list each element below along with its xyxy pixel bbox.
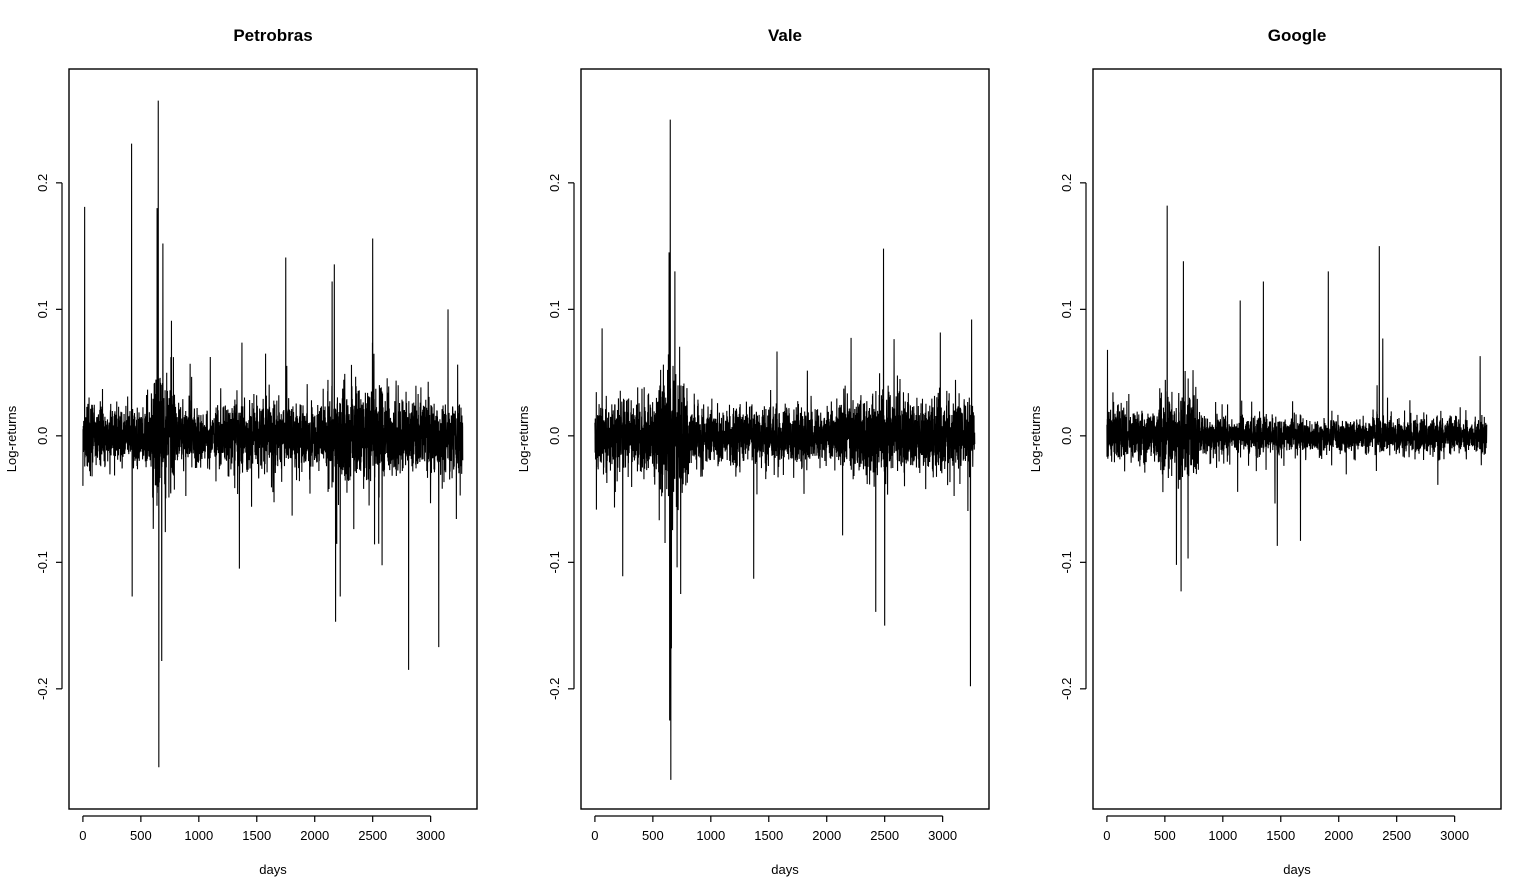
y-tick-label: 0.1 xyxy=(547,300,562,318)
x-axis-label: days xyxy=(259,862,287,877)
y-tick-label: -0.1 xyxy=(1059,551,1074,573)
x-tick-label: 0 xyxy=(591,828,598,843)
plot-frame xyxy=(68,68,478,810)
y-tick-label: -0.2 xyxy=(35,678,50,700)
y-axis: -0.2 -0.1 0.0 0.1 0.2 xyxy=(547,174,575,700)
x-tick-label: 500 xyxy=(1154,828,1176,843)
x-tick-label: 1500 xyxy=(754,828,783,843)
y-axis: -0.2 -0.1 0.0 0.1 0.2 xyxy=(35,174,63,700)
y-tick-label: -0.1 xyxy=(35,551,50,573)
x-tick-label: 1000 xyxy=(1208,828,1237,843)
series-line xyxy=(82,100,464,768)
x-tick-label: 1500 xyxy=(1266,828,1295,843)
x-tick-label: 2500 xyxy=(1382,828,1411,843)
y-tick-label: 0.0 xyxy=(35,427,50,445)
x-axis: 0 500 1000 1500 2000 2500 3000 xyxy=(1103,815,1469,843)
x-tick-label: 3000 xyxy=(1440,828,1469,843)
y-tick-label: -0.1 xyxy=(547,551,562,573)
x-tick-label: 3000 xyxy=(928,828,957,843)
x-tick-label: 2500 xyxy=(870,828,899,843)
y-tick-label: -0.2 xyxy=(547,678,562,700)
x-tick-label: 1000 xyxy=(184,828,213,843)
y-tick-label: 0.0 xyxy=(547,427,562,445)
panel-google: Google 0 500 1000 1500 2000 2500 3000 -0.2 -0.1… xyxy=(1028,26,1502,877)
y-axis-label: Log-returns xyxy=(4,405,19,472)
y-tick-label: 0.1 xyxy=(35,300,50,318)
panel-petrobras: Petrobras 0 500 1000 1500 2000 2500 3000 -0.2-… xyxy=(4,26,478,877)
x-tick-label: 500 xyxy=(642,828,664,843)
x-tick-label: 1500 xyxy=(242,828,271,843)
y-tick-label: 0.0 xyxy=(1059,427,1074,445)
x-axis: 0 500 1000 1500 2000 2500 3000 xyxy=(79,815,445,843)
y-tick-label: 0.2 xyxy=(1059,174,1074,192)
x-tick-label: 3000 xyxy=(416,828,445,843)
x-tick-label: 0 xyxy=(79,828,86,843)
chart-title: Vale xyxy=(768,26,802,45)
x-tick-label: 1000 xyxy=(696,828,725,843)
x-tick-label: 2500 xyxy=(358,828,387,843)
y-tick-label: 0.1 xyxy=(1059,300,1074,318)
plot-frame xyxy=(580,68,990,810)
x-axis-label: days xyxy=(1283,862,1311,877)
y-axis-label: Log-returns xyxy=(516,405,531,472)
x-axis-label: days xyxy=(771,862,799,877)
x-tick-label: 2000 xyxy=(300,828,329,843)
y-axis-label: Log-returns xyxy=(1028,405,1043,472)
panel-vale: Vale 0 500 1000 1500 2000 2500 3000 -0.2 -0.1 0.… xyxy=(516,26,990,877)
x-tick-label: 0 xyxy=(1103,828,1110,843)
x-axis: 0 500 1000 1500 2000 2500 3000 xyxy=(591,815,957,843)
series-line xyxy=(1106,205,1488,592)
chart-title: Petrobras xyxy=(233,26,312,45)
x-tick-label: 500 xyxy=(130,828,152,843)
y-axis: -0.2 -0.1 0.0 0.1 0.2 xyxy=(1059,174,1087,700)
plot-frame xyxy=(1092,68,1502,810)
y-tick-label: 0.2 xyxy=(547,174,562,192)
y-tick-label: 0.2 xyxy=(35,174,50,192)
y-tick-label: -0.2 xyxy=(1059,678,1074,700)
chart-title: Google xyxy=(1268,26,1327,45)
series-line xyxy=(594,119,976,780)
x-tick-label: 2000 xyxy=(1324,828,1353,843)
x-tick-label: 2000 xyxy=(812,828,841,843)
